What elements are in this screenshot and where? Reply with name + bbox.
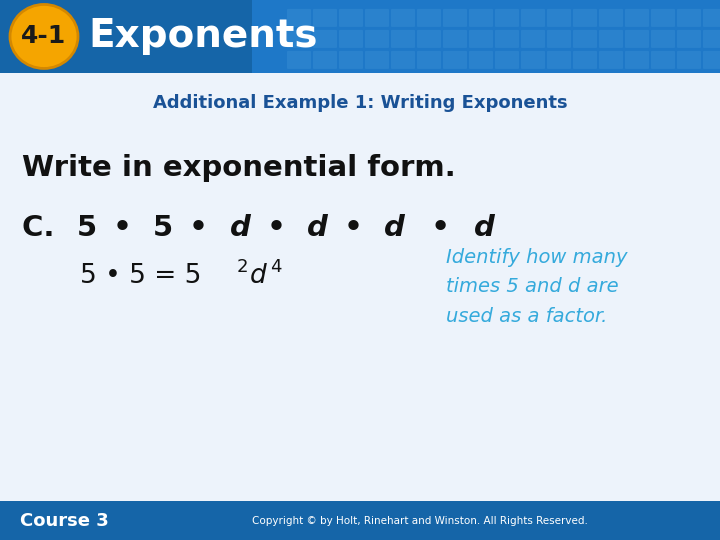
FancyBboxPatch shape bbox=[599, 30, 623, 48]
FancyBboxPatch shape bbox=[625, 30, 649, 48]
FancyBboxPatch shape bbox=[313, 30, 337, 48]
FancyBboxPatch shape bbox=[469, 30, 493, 48]
FancyBboxPatch shape bbox=[625, 51, 649, 69]
FancyBboxPatch shape bbox=[287, 51, 311, 69]
FancyBboxPatch shape bbox=[547, 9, 571, 27]
FancyBboxPatch shape bbox=[703, 51, 720, 69]
Text: 2: 2 bbox=[237, 258, 248, 276]
FancyBboxPatch shape bbox=[703, 30, 720, 48]
FancyBboxPatch shape bbox=[495, 30, 519, 48]
FancyBboxPatch shape bbox=[573, 9, 597, 27]
Text: d: d bbox=[230, 214, 251, 242]
Text: •: • bbox=[411, 214, 460, 242]
FancyBboxPatch shape bbox=[521, 9, 545, 27]
FancyBboxPatch shape bbox=[677, 9, 701, 27]
Text: 5: 5 bbox=[153, 214, 174, 242]
FancyBboxPatch shape bbox=[365, 51, 389, 69]
FancyBboxPatch shape bbox=[313, 9, 337, 27]
FancyBboxPatch shape bbox=[521, 30, 545, 48]
FancyBboxPatch shape bbox=[391, 30, 415, 48]
Text: Course 3: Course 3 bbox=[20, 511, 109, 530]
FancyBboxPatch shape bbox=[469, 51, 493, 69]
FancyBboxPatch shape bbox=[651, 51, 675, 69]
FancyBboxPatch shape bbox=[417, 30, 441, 48]
FancyBboxPatch shape bbox=[443, 30, 467, 48]
FancyBboxPatch shape bbox=[365, 30, 389, 48]
FancyBboxPatch shape bbox=[703, 9, 720, 27]
FancyBboxPatch shape bbox=[391, 9, 415, 27]
Text: C.: C. bbox=[22, 214, 65, 242]
FancyBboxPatch shape bbox=[252, 0, 720, 73]
FancyBboxPatch shape bbox=[287, 30, 311, 48]
Text: Copyright © by Holt, Rinehart and Winston. All Rights Reserved.: Copyright © by Holt, Rinehart and Winsto… bbox=[252, 516, 588, 525]
Text: 2: 2 bbox=[237, 258, 248, 276]
FancyBboxPatch shape bbox=[339, 30, 363, 48]
FancyBboxPatch shape bbox=[417, 51, 441, 69]
Text: d: d bbox=[474, 214, 495, 242]
Text: d: d bbox=[249, 263, 266, 289]
FancyBboxPatch shape bbox=[339, 9, 363, 27]
FancyBboxPatch shape bbox=[521, 51, 545, 69]
FancyBboxPatch shape bbox=[651, 9, 675, 27]
FancyBboxPatch shape bbox=[313, 51, 337, 69]
FancyBboxPatch shape bbox=[651, 30, 675, 48]
Text: Exponents: Exponents bbox=[88, 17, 318, 56]
FancyBboxPatch shape bbox=[677, 51, 701, 69]
FancyBboxPatch shape bbox=[495, 51, 519, 69]
FancyBboxPatch shape bbox=[391, 51, 415, 69]
Text: Write in exponential form.: Write in exponential form. bbox=[22, 154, 456, 182]
FancyBboxPatch shape bbox=[599, 9, 623, 27]
Ellipse shape bbox=[10, 4, 78, 69]
Text: 4-1: 4-1 bbox=[22, 24, 67, 49]
FancyBboxPatch shape bbox=[625, 9, 649, 27]
Text: Additional Example 1: Writing Exponents: Additional Example 1: Writing Exponents bbox=[153, 94, 567, 112]
Text: 5: 5 bbox=[77, 214, 97, 242]
FancyBboxPatch shape bbox=[287, 9, 311, 27]
FancyBboxPatch shape bbox=[417, 9, 441, 27]
FancyBboxPatch shape bbox=[495, 9, 519, 27]
Text: d: d bbox=[307, 214, 328, 242]
Text: •: • bbox=[179, 214, 218, 242]
FancyBboxPatch shape bbox=[0, 73, 720, 501]
Text: d: d bbox=[249, 263, 266, 289]
FancyBboxPatch shape bbox=[599, 51, 623, 69]
FancyBboxPatch shape bbox=[339, 51, 363, 69]
Text: Identify how many
times 5 and d are
used as a factor.: Identify how many times 5 and d are used… bbox=[446, 248, 628, 326]
Text: •: • bbox=[103, 214, 142, 242]
Text: d: d bbox=[384, 214, 405, 242]
FancyBboxPatch shape bbox=[547, 30, 571, 48]
FancyBboxPatch shape bbox=[573, 51, 597, 69]
Text: 4: 4 bbox=[270, 258, 282, 276]
FancyBboxPatch shape bbox=[443, 51, 467, 69]
Text: •: • bbox=[334, 214, 373, 242]
FancyBboxPatch shape bbox=[547, 51, 571, 69]
FancyBboxPatch shape bbox=[469, 9, 493, 27]
Text: •: • bbox=[256, 214, 295, 242]
FancyBboxPatch shape bbox=[443, 9, 467, 27]
FancyBboxPatch shape bbox=[0, 501, 720, 540]
FancyBboxPatch shape bbox=[0, 0, 252, 73]
FancyBboxPatch shape bbox=[365, 9, 389, 27]
FancyBboxPatch shape bbox=[573, 30, 597, 48]
FancyBboxPatch shape bbox=[677, 30, 701, 48]
Text: 5 • 5 = 5: 5 • 5 = 5 bbox=[80, 263, 202, 289]
